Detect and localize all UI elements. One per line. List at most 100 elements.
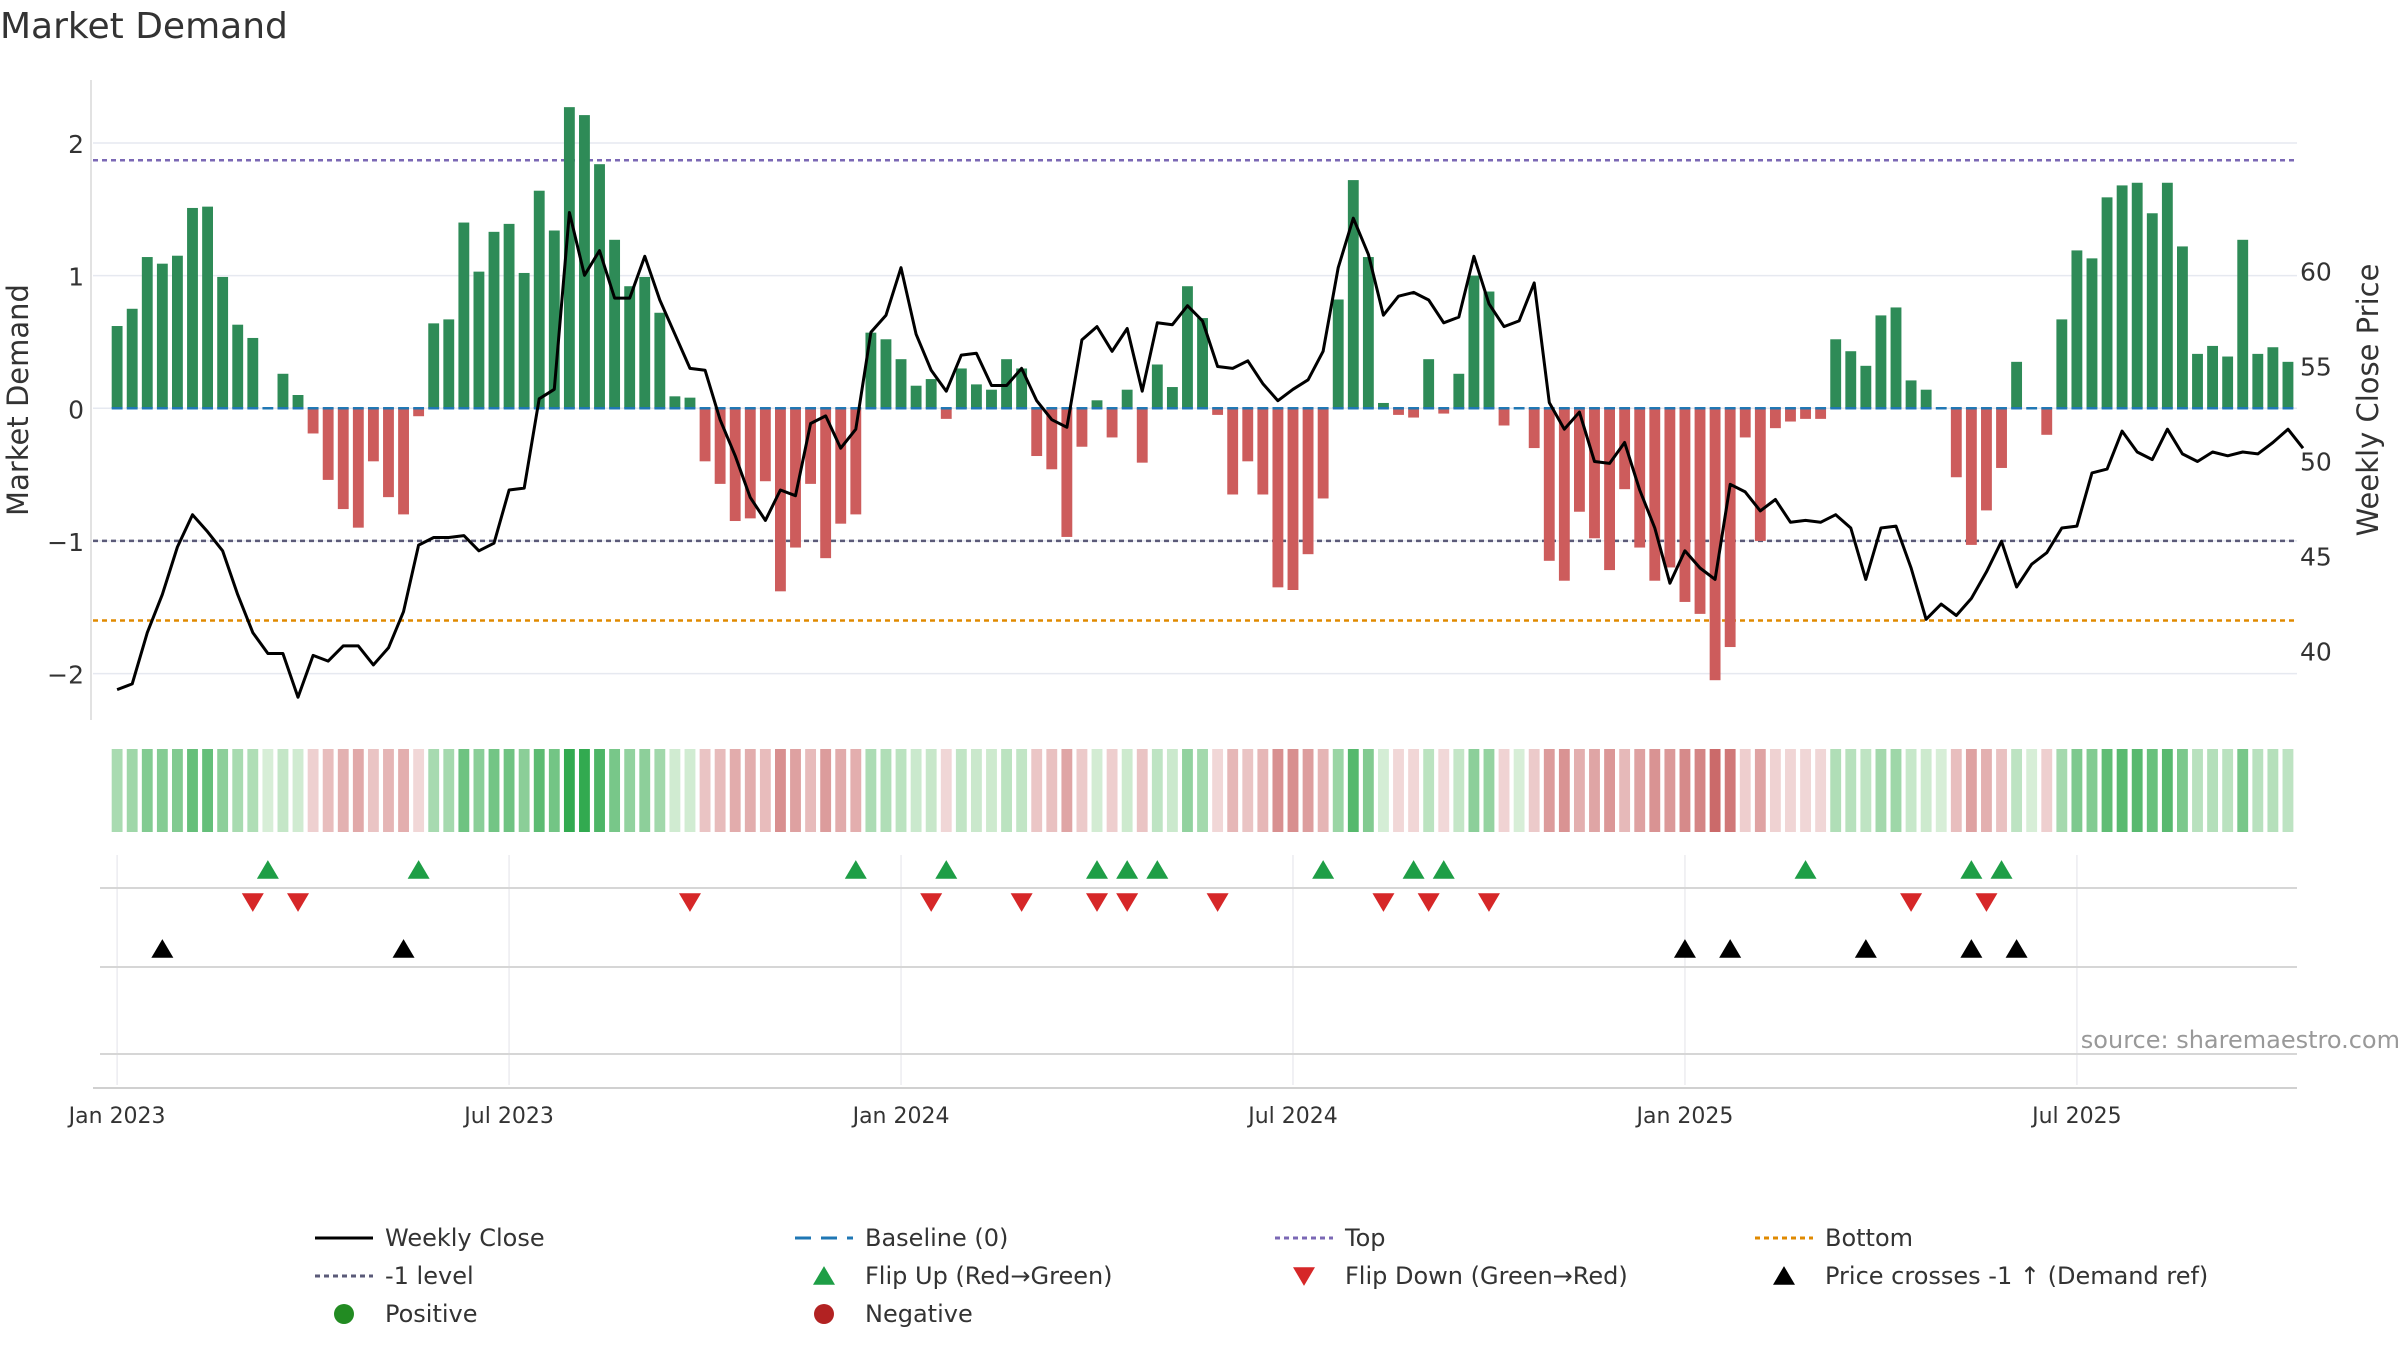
demand-bar-positive xyxy=(1197,318,1208,409)
demand-bar-positive xyxy=(1423,359,1435,409)
demand-bar-negative xyxy=(2041,408,2053,435)
y-tick-label-right: 45 xyxy=(2300,543,2332,572)
y-axis-label-left: Market Demand xyxy=(1,284,35,516)
demand-bar-negative xyxy=(1800,408,1811,419)
heat-strip-cell xyxy=(729,749,741,832)
legend-item-level: -1 level xyxy=(315,1262,474,1290)
demand-bar-negative xyxy=(940,408,952,419)
heat-strip-cell xyxy=(1302,749,1314,832)
demand-bar-negative xyxy=(1543,408,1555,561)
legend-item-baseline: Baseline (0) xyxy=(795,1224,1008,1252)
flip-up-marker xyxy=(1794,860,1817,879)
heat-strip-cell xyxy=(1649,749,1661,832)
demand-bar-positive xyxy=(1453,373,1465,409)
demand-bar-positive xyxy=(247,337,259,409)
demand-bar-negative xyxy=(1679,408,1691,602)
heat-strip-cell xyxy=(1769,749,1781,832)
heat-strip-cell xyxy=(2011,749,2023,832)
price-cross-marker xyxy=(392,939,415,958)
x-tick-label: Jan 2025 xyxy=(1634,1104,1733,1129)
heat-strip-cell xyxy=(443,749,455,832)
heat-strip-cell xyxy=(940,749,952,832)
demand-bar-positive xyxy=(1468,275,1480,409)
heat-strip-cell xyxy=(1875,749,1887,832)
heat-strip-cell xyxy=(2267,749,2279,832)
demand-bar-positive xyxy=(1483,291,1495,409)
heat-strip-cell xyxy=(805,749,817,832)
demand-bar-positive xyxy=(533,190,545,409)
heat-strip-cell xyxy=(488,749,500,832)
legend-swatch-negative xyxy=(814,1304,834,1324)
demand-bar-negative xyxy=(1393,408,1404,415)
heat-strip-cell xyxy=(1347,749,1359,832)
demand-bar-positive xyxy=(1362,257,1374,409)
heat-strip-cell xyxy=(1543,749,1555,832)
heat-strip-cell xyxy=(1950,749,1962,832)
legend-item-flip_down: Flip Down (Green→Red) xyxy=(1293,1262,1628,1290)
heat-strip-cell xyxy=(2222,749,2234,832)
demand-heat-strip xyxy=(111,749,2294,832)
heat-strip-cell xyxy=(1272,749,1284,832)
flip-up-marker xyxy=(1146,860,1169,879)
flip-down-marker xyxy=(241,893,264,912)
demand-bar-negative xyxy=(1302,408,1314,555)
demand-bar-negative xyxy=(398,408,409,515)
demand-bar-positive xyxy=(1347,180,1359,409)
heat-strip-cell xyxy=(1121,749,1133,832)
demand-bar-positive xyxy=(2177,246,2188,409)
heat-strip-cell xyxy=(654,749,666,832)
demand-bar-negative xyxy=(1287,408,1299,590)
price-cross-marker xyxy=(151,939,174,958)
heat-strip-cell xyxy=(1332,749,1344,832)
heat-strip-cell xyxy=(865,749,877,832)
demand-bar-positive xyxy=(2282,361,2294,409)
demand-bar-positive xyxy=(986,389,997,409)
price-line-layer xyxy=(116,211,2305,699)
demand-bar-positive xyxy=(2252,353,2264,409)
flip-down-marker xyxy=(1477,893,1500,912)
price-cross-marker xyxy=(1854,939,1877,958)
heat-strip-cell xyxy=(1739,749,1751,832)
heat-strip-cell xyxy=(1393,749,1404,832)
heat-strip-cell xyxy=(473,749,485,832)
flip-down-marker xyxy=(920,893,943,912)
heat-strip-cell xyxy=(1785,749,1796,832)
demand-bar-negative xyxy=(1709,408,1721,681)
demand-bar-negative xyxy=(805,408,817,484)
y-tick-label-left: 2 xyxy=(68,130,84,159)
heat-strip-cell xyxy=(744,749,756,832)
demand-bar-positive xyxy=(880,339,892,409)
demand-bar-positive xyxy=(141,257,153,409)
y-tick-label-right: 60 xyxy=(2300,257,2332,286)
heat-strip-cell xyxy=(2026,749,2038,832)
heat-strip-cell xyxy=(1151,749,1163,832)
demand-bar-negative xyxy=(790,408,801,548)
demand-bar-positive xyxy=(156,263,168,409)
heat-strip-cell xyxy=(1513,749,1525,832)
demand-bar-negative xyxy=(1965,408,1977,545)
demand-bar-negative xyxy=(1272,408,1284,588)
heat-strip-cell xyxy=(413,749,425,832)
flip-up-marker xyxy=(1432,860,1455,879)
heat-strip-cell xyxy=(247,749,259,832)
heat-strip-cell xyxy=(2282,749,2294,832)
heat-strip-cell xyxy=(2146,749,2158,832)
heat-strip-cell xyxy=(1287,749,1299,832)
heat-strip-cell xyxy=(1483,749,1495,832)
chart-title: Market Demand xyxy=(0,6,288,47)
event-markers-layer xyxy=(93,855,2297,1089)
demand-bar-positive xyxy=(1332,299,1344,409)
demand-bar-positive xyxy=(2207,345,2219,409)
legend-swatch-flip-up xyxy=(813,1266,835,1285)
demand-bars-layer xyxy=(111,107,2294,681)
heat-strip-cell xyxy=(1106,749,1118,832)
heat-strip-cell xyxy=(2207,749,2219,832)
legend-label: Baseline (0) xyxy=(865,1224,1008,1252)
heat-strip-cell xyxy=(202,749,213,832)
price-cross-marker xyxy=(1673,939,1696,958)
demand-bar-negative xyxy=(1076,408,1088,447)
demand-bar-negative xyxy=(1785,408,1796,422)
demand-bar-negative xyxy=(1815,408,1827,419)
demand-bar-positive xyxy=(2101,197,2113,409)
heat-strip-cell xyxy=(232,749,244,832)
